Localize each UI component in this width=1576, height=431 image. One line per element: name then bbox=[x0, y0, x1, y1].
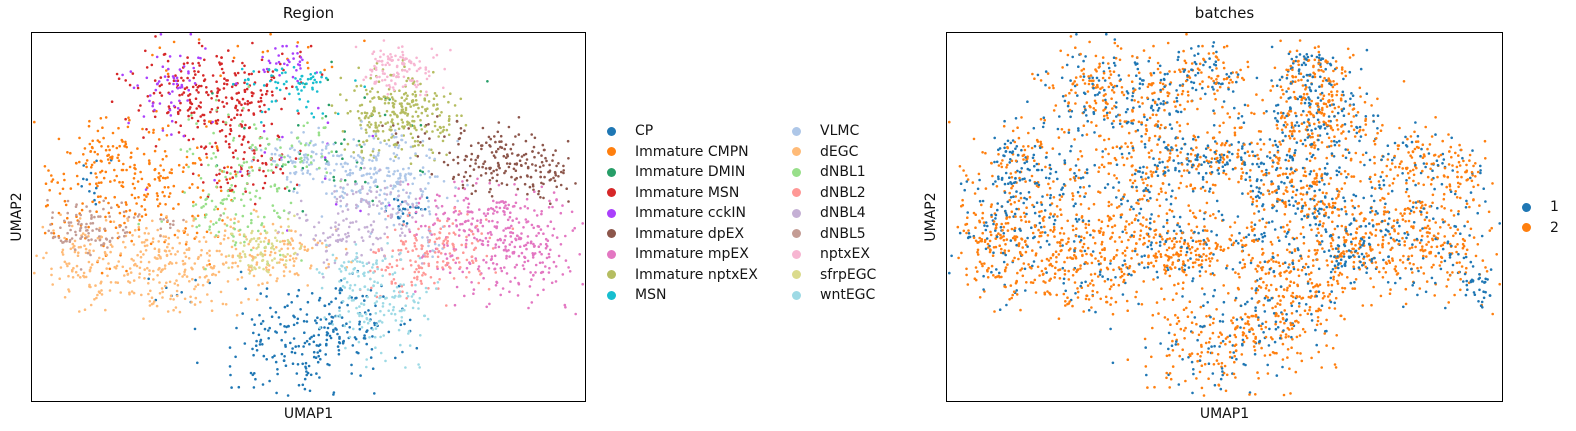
batches-ylabel: UMAP2 bbox=[923, 192, 939, 242]
legend-label: Immature DMIN bbox=[635, 164, 746, 181]
legend-label: 1 bbox=[1550, 199, 1559, 216]
legend-label: dNBL1 bbox=[820, 164, 866, 181]
legend-swatch-icon bbox=[792, 290, 801, 300]
legend-item-immature-msn: Immature MSN bbox=[603, 183, 758, 204]
region-xlabel: UMAP1 bbox=[283, 406, 334, 422]
legend-item-nptxex: nptxEX bbox=[788, 244, 876, 265]
legend-label: Immature nptxEX bbox=[635, 266, 758, 283]
legend-item-sfrpegc: sfrpEGC bbox=[788, 265, 876, 286]
legend-item-degc: dEGC bbox=[788, 142, 876, 163]
legend-swatch-icon bbox=[607, 290, 616, 300]
legend-swatch-icon bbox=[607, 208, 616, 218]
legend-swatch-icon bbox=[792, 188, 801, 198]
region-legend-column-2: VLMC dEGC dNBL1 dNBL2 dNBL4 dNBL5 nptxEX sfrpEG… bbox=[788, 121, 876, 306]
region-ylabel: UMAP2 bbox=[9, 192, 25, 242]
legend-item-dnbl5: dNBL5 bbox=[788, 224, 876, 245]
legend-item-immature-dmin: Immature DMIN bbox=[603, 162, 758, 183]
legend-swatch-icon bbox=[607, 188, 616, 198]
legend-item-2: 2 bbox=[1518, 218, 1559, 239]
legend-label: 2 bbox=[1550, 219, 1559, 236]
legend-label: Immature CMPN bbox=[635, 143, 749, 160]
legend-swatch-icon bbox=[607, 167, 616, 177]
legend-swatch-icon bbox=[1522, 223, 1531, 233]
umap-scatter-batches bbox=[946, 32, 1503, 402]
legend-item-wntegc: wntEGC bbox=[788, 285, 876, 306]
umap-scatter-region bbox=[31, 32, 586, 402]
legend-swatch-icon bbox=[1522, 202, 1531, 212]
batches-xlabel: UMAP1 bbox=[1199, 406, 1250, 422]
legend-item-immature-mpex: Immature mpEX bbox=[603, 244, 758, 265]
legend-item-1: 1 bbox=[1518, 197, 1559, 218]
region-legend-column-1: CP Immature CMPN Immature DMIN Immature MSN… bbox=[603, 121, 758, 306]
legend-item-dnbl1: dNBL1 bbox=[788, 162, 876, 183]
legend-item-vlmc: VLMC bbox=[788, 121, 876, 142]
legend-label: Immature cckIN bbox=[635, 205, 746, 222]
legend-item-dnbl4: dNBL4 bbox=[788, 203, 876, 224]
region-panel-title: Region bbox=[282, 4, 335, 22]
legend-swatch-icon bbox=[792, 229, 801, 239]
legend-label: dNBL5 bbox=[820, 225, 866, 242]
legend-label: dNBL4 bbox=[820, 205, 866, 222]
legend-swatch-icon bbox=[792, 208, 801, 218]
legend-item-dnbl2: dNBL2 bbox=[788, 183, 876, 204]
legend-swatch-icon bbox=[607, 229, 616, 239]
legend-label: dEGC bbox=[820, 143, 859, 160]
legend-item-cp: CP bbox=[603, 121, 758, 142]
legend-swatch-icon bbox=[792, 126, 801, 136]
legend-swatch-icon bbox=[607, 270, 616, 280]
legend-label: Immature MSN bbox=[635, 184, 740, 201]
legend-label: MSN bbox=[635, 287, 667, 304]
legend-swatch-icon bbox=[792, 167, 801, 177]
legend-label: wntEGC bbox=[820, 287, 876, 304]
legend-item-immature-nptxex: Immature nptxEX bbox=[603, 265, 758, 286]
legend-swatch-icon bbox=[607, 126, 616, 136]
legend-label: CP bbox=[635, 123, 654, 140]
legend-label: Immature dpEX bbox=[635, 225, 745, 242]
legend-item-msn: MSN bbox=[603, 285, 758, 306]
legend-item-immature-cckin: Immature cckIN bbox=[603, 203, 758, 224]
legend-swatch-icon bbox=[607, 147, 616, 157]
batches-panel-title: batches bbox=[1194, 4, 1255, 22]
legend-swatch-icon bbox=[792, 270, 801, 280]
legend-item-immature-dpex: Immature dpEX bbox=[603, 224, 758, 245]
legend-label: VLMC bbox=[820, 123, 860, 140]
legend-item-immature-cmpn: Immature CMPN bbox=[603, 142, 758, 163]
legend-label: sfrpEGC bbox=[820, 266, 877, 283]
legend-swatch-icon bbox=[607, 249, 616, 259]
legend-swatch-icon bbox=[792, 249, 801, 259]
legend-label: dNBL2 bbox=[820, 184, 866, 201]
legend-label: Immature mpEX bbox=[635, 246, 749, 263]
legend-label: nptxEX bbox=[820, 246, 870, 263]
legend-swatch-icon bbox=[792, 147, 801, 157]
